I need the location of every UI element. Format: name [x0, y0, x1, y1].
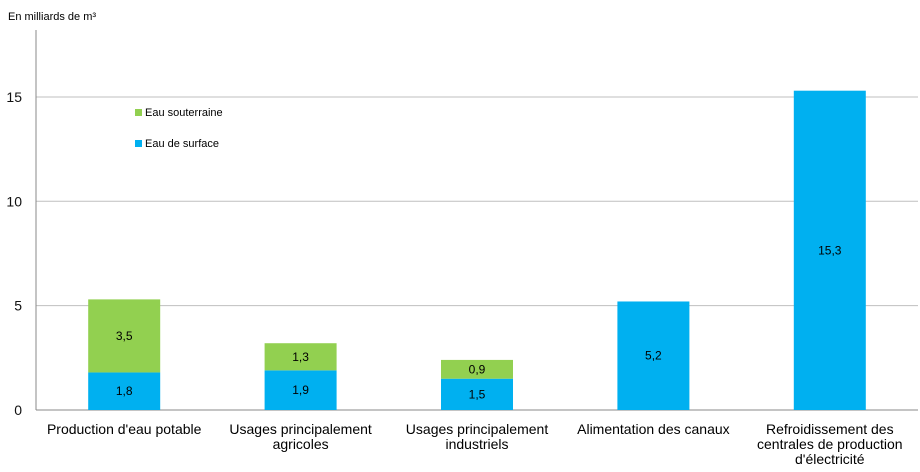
bar-segment — [88, 299, 161, 373]
bar-segment — [441, 378, 513, 410]
bar-segment — [441, 359, 513, 379]
category-label: Usages principalement industriels — [406, 421, 549, 452]
value-label: 1,8 — [116, 384, 133, 398]
legend: Eau souterraine Eau de surface — [135, 107, 223, 150]
legend-label: Eau souterraine — [145, 107, 223, 119]
y-tick-label: 0 — [14, 402, 22, 418]
legend-label: Eau de surface — [145, 138, 219, 150]
y-axis-unit-label: En milliards de m³ — [8, 11, 96, 23]
y-axis-ticks: 0 5 10 15 — [6, 89, 22, 418]
bar-segment — [793, 90, 866, 411]
category-label: Refroidissement des centrales de producti… — [757, 421, 903, 467]
gridlines — [35, 30, 918, 411]
category-label: Alimentation des canaux — [577, 421, 730, 437]
legend-swatch — [135, 140, 142, 147]
value-label: 3,5 — [116, 329, 133, 343]
value-label: 0,9 — [469, 362, 486, 376]
value-label: 1,9 — [292, 383, 309, 397]
value-label: 5,2 — [645, 349, 662, 363]
value-label: 15,3 — [818, 243, 842, 257]
category-label: Usages principalement agricoles — [229, 421, 372, 452]
legend-swatch — [135, 109, 142, 116]
y-tick-label: 15 — [6, 89, 22, 105]
bars: 1,8 3,5 1,9 1,3 1,5 0,9 5,2 15,3 — [88, 90, 866, 411]
bar-segment — [264, 370, 337, 410]
bar-segment — [88, 372, 161, 410]
y-tick-label: 10 — [6, 193, 22, 209]
value-label: 1,5 — [469, 387, 486, 401]
y-tick-label: 5 — [14, 298, 22, 314]
value-label: 1,3 — [292, 350, 309, 364]
bar-segment — [264, 343, 337, 371]
bar-segment — [617, 301, 690, 410]
category-label: Production d'eau potable — [47, 421, 202, 437]
category-labels: Production d'eau potable Usages principal… — [47, 421, 903, 467]
